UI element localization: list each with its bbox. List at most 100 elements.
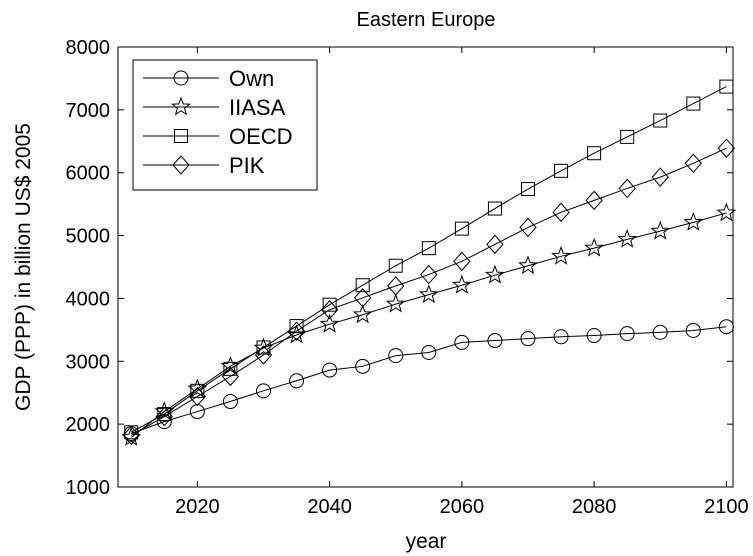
data-point bbox=[587, 146, 602, 161]
data-point bbox=[454, 334, 470, 350]
legend-box bbox=[132, 59, 318, 191]
plot-frame bbox=[117, 46, 734, 488]
legend-label: IIASA bbox=[229, 95, 286, 120]
data-point bbox=[385, 293, 406, 313]
series-oecd bbox=[124, 79, 734, 440]
y-axis-label: GDP (PPP) in billion US$ 2005 bbox=[12, 123, 35, 411]
data-point bbox=[487, 201, 502, 216]
data-point bbox=[718, 319, 734, 335]
data-point bbox=[554, 163, 569, 178]
data-point bbox=[387, 276, 405, 296]
y-tick-label: 4000 bbox=[66, 288, 111, 310]
data-point bbox=[519, 217, 537, 238]
y-tick-label: 7000 bbox=[66, 100, 111, 122]
plot-area: 2020 2040 2060 2080 2100 1000 2000 3000 4000 5000… bbox=[66, 37, 749, 518]
data-point bbox=[190, 383, 205, 398]
data-point bbox=[716, 202, 737, 222]
data-point bbox=[222, 394, 238, 410]
data-point bbox=[320, 299, 339, 320]
data-point bbox=[684, 153, 702, 174]
data-point bbox=[421, 344, 437, 360]
data-point bbox=[552, 202, 570, 223]
data-point bbox=[486, 234, 504, 255]
data-point bbox=[256, 340, 271, 355]
data-point bbox=[122, 425, 140, 446]
data-point bbox=[254, 345, 273, 365]
data-point bbox=[487, 333, 503, 349]
data-point bbox=[255, 383, 271, 399]
data-point bbox=[289, 373, 305, 389]
data-point bbox=[188, 386, 207, 407]
x-tick-label: 2100 bbox=[704, 496, 749, 518]
data-point bbox=[451, 274, 472, 294]
legend-marker bbox=[174, 129, 188, 143]
data-point bbox=[418, 284, 439, 304]
legend-label: OECD bbox=[229, 124, 293, 149]
legend-marker bbox=[172, 155, 190, 175]
data-point bbox=[420, 264, 438, 285]
data-point bbox=[717, 138, 736, 158]
legend-item: OECD bbox=[143, 124, 293, 149]
data-point bbox=[421, 241, 436, 256]
series-iiasa bbox=[121, 202, 737, 446]
x-tick-label: 2040 bbox=[307, 496, 352, 518]
data-point bbox=[584, 237, 605, 257]
data-point bbox=[683, 211, 704, 231]
series-pik bbox=[122, 138, 736, 446]
data-point bbox=[650, 220, 671, 240]
data-point bbox=[520, 331, 536, 347]
data-point bbox=[617, 228, 638, 248]
series-line bbox=[130, 147, 727, 436]
legend-item: Own bbox=[143, 66, 274, 91]
data-point bbox=[618, 178, 636, 199]
legend-label: Own bbox=[229, 66, 274, 91]
data-point bbox=[685, 322, 701, 338]
y-tick-label: 5000 bbox=[66, 226, 111, 248]
data-point bbox=[620, 129, 635, 144]
data-point bbox=[322, 362, 338, 378]
data-point bbox=[322, 297, 337, 312]
data-point bbox=[719, 79, 734, 94]
data-point bbox=[651, 167, 669, 187]
data-point bbox=[553, 329, 569, 345]
data-point bbox=[585, 190, 603, 211]
data-point bbox=[652, 324, 668, 340]
series-line bbox=[131, 326, 727, 435]
data-point bbox=[653, 113, 668, 128]
data-point bbox=[521, 182, 535, 197]
data-point bbox=[388, 258, 403, 273]
data-point bbox=[388, 348, 404, 364]
data-point bbox=[223, 361, 238, 376]
data-point bbox=[551, 245, 571, 265]
x-tick-label: 2020 bbox=[175, 496, 220, 518]
legend-marker bbox=[171, 96, 191, 116]
y-tick-label: 1000 bbox=[66, 477, 111, 499]
data-point bbox=[454, 221, 469, 236]
data-point bbox=[453, 251, 471, 272]
data-point bbox=[485, 264, 505, 284]
y-tick-label: 6000 bbox=[66, 163, 111, 185]
legend-marker bbox=[173, 70, 189, 86]
y-tick-label: 8000 bbox=[66, 37, 111, 59]
data-point bbox=[355, 278, 370, 293]
data-point bbox=[287, 321, 306, 341]
data-point bbox=[319, 313, 340, 333]
data-point bbox=[189, 404, 205, 420]
data-point bbox=[586, 328, 602, 344]
data-point bbox=[352, 304, 373, 324]
data-point bbox=[155, 406, 173, 427]
data-point bbox=[355, 358, 371, 374]
chart-title: Eastern Europe bbox=[357, 9, 496, 31]
data-point bbox=[619, 326, 635, 342]
series-line bbox=[130, 212, 727, 438]
data-point bbox=[518, 255, 538, 275]
series-line bbox=[130, 86, 727, 433]
data-point bbox=[686, 96, 701, 111]
legend-item: IIASA bbox=[143, 95, 286, 120]
x-tick-label: 2080 bbox=[572, 496, 617, 518]
y-tick-label: 2000 bbox=[66, 414, 111, 436]
data-point bbox=[221, 366, 240, 387]
legend-item: PIK bbox=[143, 153, 265, 178]
data-point bbox=[354, 288, 372, 308]
